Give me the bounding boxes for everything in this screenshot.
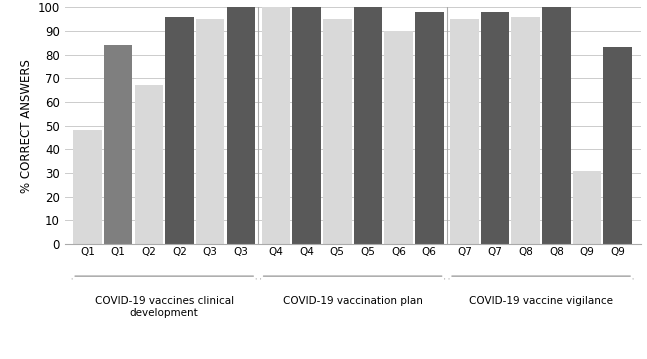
Bar	[542, 7, 571, 244]
Bar	[604, 47, 632, 244]
Bar	[512, 17, 540, 244]
Bar	[104, 45, 133, 244]
Bar	[323, 19, 351, 244]
Text: COVID-19 vaccine vigilance: COVID-19 vaccine vigilance	[469, 296, 613, 306]
Bar	[481, 12, 509, 244]
Bar	[226, 7, 255, 244]
Bar	[450, 19, 479, 244]
Bar	[354, 7, 382, 244]
Y-axis label: % CORRECT ANSWERS: % CORRECT ANSWERS	[21, 59, 34, 192]
Text: COVID-19 vaccination plan: COVID-19 vaccination plan	[283, 296, 422, 306]
Bar	[573, 171, 601, 244]
Bar	[384, 31, 413, 244]
Bar	[196, 19, 225, 244]
Bar	[165, 17, 193, 244]
Text: COVID-19 vaccines clinical
development: COVID-19 vaccines clinical development	[94, 296, 234, 318]
Bar	[73, 130, 102, 244]
Bar	[261, 7, 290, 244]
Bar	[415, 12, 444, 244]
Bar	[292, 7, 321, 244]
Bar	[135, 85, 163, 244]
